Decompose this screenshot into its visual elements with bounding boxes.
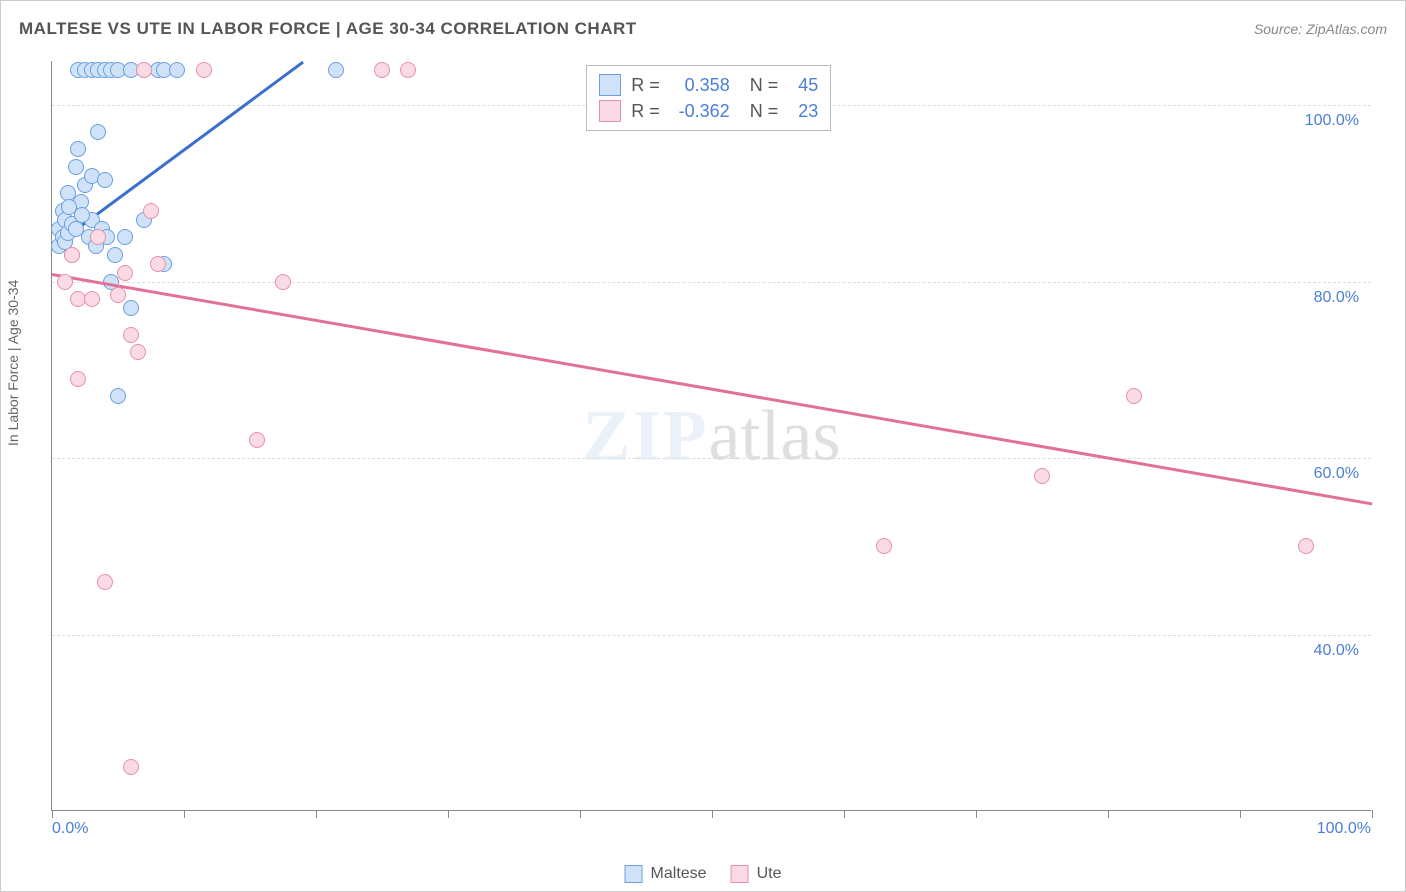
data-point-ute <box>64 247 80 263</box>
gridline <box>52 458 1371 459</box>
legend-n-label: N = <box>740 75 779 96</box>
data-point-ute <box>400 62 416 78</box>
data-point-ute <box>117 265 133 281</box>
legend-r-label: R = <box>631 101 660 122</box>
legend-r-label: R = <box>631 75 660 96</box>
x-tick <box>448 810 449 818</box>
chart-container: MALTESE VS UTE IN LABOR FORCE | AGE 30-3… <box>0 0 1406 892</box>
data-point-ute <box>110 287 126 303</box>
data-point-ute <box>130 344 146 360</box>
data-point-maltese <box>61 199 77 215</box>
data-point-ute <box>123 327 139 343</box>
y-tick-label: 40.0% <box>1314 642 1359 660</box>
legend-swatch-icon <box>625 865 643 883</box>
data-point-maltese <box>169 62 185 78</box>
data-point-maltese <box>110 388 126 404</box>
x-axis-min-label: 0.0% <box>52 820 88 838</box>
legend-n-label: N = <box>740 101 779 122</box>
legend-row-maltese: R = 0.358 N = 45 <box>599 72 818 98</box>
data-point-maltese <box>328 62 344 78</box>
data-point-ute <box>1298 538 1314 554</box>
data-point-maltese <box>74 207 90 223</box>
legend-swatch-icon <box>599 100 621 122</box>
x-tick <box>844 810 845 818</box>
legend-swatch-icon <box>599 74 621 96</box>
x-tick <box>1372 810 1373 818</box>
data-point-maltese <box>107 247 123 263</box>
data-point-ute <box>1034 468 1050 484</box>
y-tick-label: 100.0% <box>1305 112 1359 130</box>
legend-label: Ute <box>757 865 782 883</box>
legend-r-value: 0.358 <box>670 75 730 96</box>
data-point-ute <box>143 203 159 219</box>
x-tick <box>52 810 53 818</box>
x-axis-max-label: 100.0% <box>1317 820 1371 838</box>
legend-r-value: -0.362 <box>670 101 730 122</box>
data-point-ute <box>196 62 212 78</box>
x-tick <box>184 810 185 818</box>
data-point-maltese <box>68 159 84 175</box>
data-point-maltese <box>90 124 106 140</box>
data-point-ute <box>374 62 390 78</box>
data-point-maltese <box>123 300 139 316</box>
watermark: ZIPatlas <box>583 394 841 477</box>
data-point-ute <box>84 291 100 307</box>
y-axis-label: In Labor Force | Age 30-34 <box>5 280 21 446</box>
data-point-ute <box>275 274 291 290</box>
legend-item-maltese: Maltese <box>625 865 707 883</box>
y-tick-label: 80.0% <box>1314 289 1359 307</box>
data-point-ute <box>150 256 166 272</box>
data-point-ute <box>90 229 106 245</box>
x-tick <box>976 810 977 818</box>
trend-line-ute <box>52 273 1372 505</box>
data-point-ute <box>876 538 892 554</box>
legend-stats: R = 0.358 N = 45 R = -0.362 N = 23 <box>586 65 831 131</box>
y-tick-label: 60.0% <box>1314 465 1359 483</box>
x-tick <box>580 810 581 818</box>
legend-row-ute: R = -0.362 N = 23 <box>599 98 818 124</box>
x-tick <box>1108 810 1109 818</box>
x-tick <box>316 810 317 818</box>
source-label: Source: ZipAtlas.com <box>1254 21 1387 37</box>
data-point-ute <box>249 432 265 448</box>
gridline <box>52 635 1371 636</box>
legend-item-ute: Ute <box>731 865 782 883</box>
data-point-ute <box>136 62 152 78</box>
watermark-zip: ZIP <box>583 395 709 475</box>
data-point-maltese <box>97 172 113 188</box>
data-point-ute <box>1126 388 1142 404</box>
gridline <box>52 282 1371 283</box>
legend-n-value: 45 <box>788 75 818 96</box>
legend-label: Maltese <box>651 865 707 883</box>
bottom-legend: Maltese Ute <box>625 865 782 883</box>
data-point-ute <box>70 371 86 387</box>
data-point-maltese <box>70 141 86 157</box>
x-tick <box>1240 810 1241 818</box>
chart-title: MALTESE VS UTE IN LABOR FORCE | AGE 30-3… <box>19 19 637 39</box>
plot-area: ZIPatlas 40.0%60.0%80.0%100.0%0.0%100.0%… <box>51 61 1371 811</box>
legend-n-value: 23 <box>788 101 818 122</box>
x-tick <box>712 810 713 818</box>
data-point-ute <box>97 574 113 590</box>
legend-swatch-icon <box>731 865 749 883</box>
data-point-maltese <box>117 229 133 245</box>
data-point-ute <box>123 759 139 775</box>
data-point-ute <box>57 274 73 290</box>
